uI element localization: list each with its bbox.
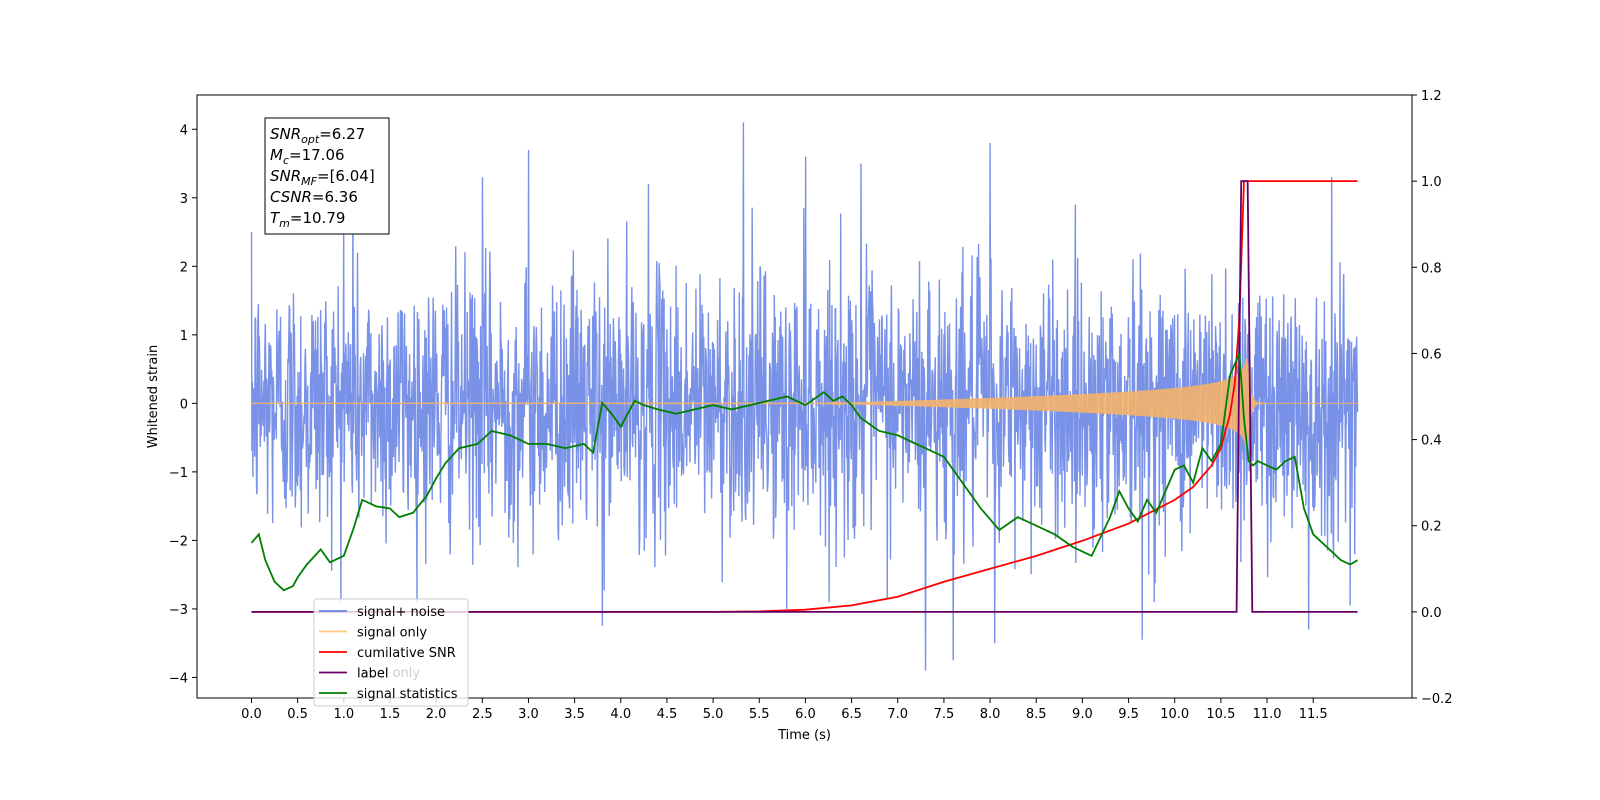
axes: 0.0 0.5 1.0 1.5 2.0 2.5 3.0 3.5 4.0 4.5 5.0 5.5 6.0 6… — [169, 89, 1453, 722]
y2-tick-label: 1.2 — [1421, 89, 1442, 104]
y2-tick-label: 0.0 — [1421, 606, 1442, 621]
signal-noise-layer — [250, 122, 1359, 671]
x-tick-label: 6.5 — [841, 707, 862, 722]
y2-tick-label: 0.4 — [1421, 434, 1442, 449]
y2-tick-label: 0.2 — [1421, 520, 1442, 535]
x-tick-label: 4.0 — [610, 707, 631, 722]
x-tick-label: 5.5 — [749, 707, 770, 722]
legend-frame — [313, 598, 469, 707]
legend-label: signal+ noise — [357, 605, 445, 620]
x-tick-label: 7.5 — [934, 707, 955, 722]
label-line — [251, 180, 1358, 613]
annotation-line: SNRopt=6.27 — [270, 125, 365, 146]
y-tick-label: 0 — [180, 397, 188, 412]
annotation-line: CSNR=6.36 — [270, 188, 358, 206]
annotation-box: SNRopt=6.27Mc=17.06SNRMF=[6.04]CSNR=6.36… — [264, 117, 390, 235]
x-tick-label: 1.5 — [380, 707, 401, 722]
y2-tick-label: 1.0 — [1421, 175, 1442, 190]
x-tick-label: 0.0 — [241, 707, 262, 722]
annotation-line: Tm=10.79 — [270, 209, 345, 230]
x-tick-label: 6.0 — [795, 707, 816, 722]
x-tick-label: 11.0 — [1253, 707, 1282, 722]
x-tick-label: 5.0 — [703, 707, 724, 722]
legend-label: signal statistics — [357, 687, 458, 702]
y-tick-label: 3 — [180, 192, 188, 207]
x-tick-label: 11.5 — [1299, 707, 1328, 722]
annotation-line: Mc=17.06 — [270, 146, 345, 167]
y-tick-label: −2 — [169, 534, 188, 549]
y-tick-label: 1 — [180, 329, 188, 344]
signal-only-layer — [251, 358, 1358, 448]
y-tick-label: 4 — [180, 123, 188, 138]
x-tick-label: 9.5 — [1118, 707, 1139, 722]
annotation-line: SNRMF=[6.04] — [270, 167, 375, 188]
y2-tick-label: −0.2 — [1421, 692, 1453, 707]
x-tick-label: 10.5 — [1206, 707, 1235, 722]
y-tick-label: 2 — [180, 260, 188, 275]
legend-label: signal only — [357, 626, 427, 641]
x-tick-label: 8.0 — [980, 707, 1001, 722]
x-axis-label: Time (s) — [777, 728, 831, 743]
right-axis-series-layer — [250, 180, 1358, 613]
x-tick-label: 0.5 — [287, 707, 308, 722]
x-tick-label: 2.5 — [472, 707, 493, 722]
x-tick-label: 2.0 — [426, 707, 447, 722]
legend-label: label — [357, 667, 388, 682]
signal-only-line — [251, 358, 1358, 448]
y-tick-label: −3 — [169, 603, 188, 618]
y-tick-label: −1 — [169, 466, 188, 481]
x-tick-label: 7.0 — [887, 707, 908, 722]
y2-tick-label: 0.6 — [1421, 347, 1442, 362]
x-tick-label: 3.5 — [564, 707, 585, 722]
signal-statistics-line — [250, 353, 1358, 592]
x-tick-label: 3.0 — [518, 707, 539, 722]
x-tick-label: 1.0 — [333, 707, 354, 722]
legend-label: cumilative SNR — [357, 646, 456, 661]
annotation-frame — [264, 117, 390, 235]
plot-frame — [196, 94, 1413, 699]
y-axis-label: Whitened strain — [146, 345, 161, 448]
signal-plus-noise-line — [250, 122, 1359, 671]
y-tick-label: −4 — [169, 671, 188, 686]
x-tick-label: 4.5 — [657, 707, 678, 722]
y2-tick-label: 0.8 — [1421, 261, 1442, 276]
x-tick-label: 8.5 — [1026, 707, 1047, 722]
x-tick-label: 9.0 — [1072, 707, 1093, 722]
x-tick-label: 10.0 — [1160, 707, 1189, 722]
